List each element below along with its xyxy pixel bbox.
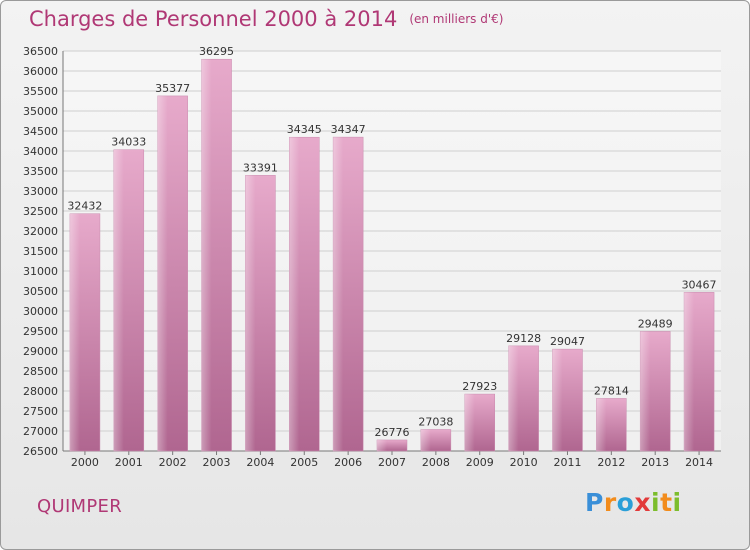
commune-name: QUIMPER [37, 496, 123, 517]
bar-highlight-2011 [552, 349, 563, 451]
data-label-2011: 29047 [550, 335, 585, 348]
y-tick-label: 31500 [23, 245, 58, 258]
data-label-2004: 33391 [243, 161, 278, 174]
data-label-2007: 26776 [375, 426, 410, 439]
data-label-2003: 36295 [199, 45, 234, 58]
y-tick-label: 29500 [23, 325, 58, 338]
y-tick-label: 32000 [23, 225, 58, 238]
x-tick-label-2006: 2006 [334, 456, 362, 469]
chart-title: Charges de Personnel 2000 à 2014 (en mill… [29, 7, 503, 31]
y-tick-label: 28000 [23, 385, 58, 398]
y-tick-label: 35000 [23, 105, 58, 118]
bar-highlight-2000 [69, 213, 80, 451]
x-tick-label-2001: 2001 [115, 456, 143, 469]
y-tick-label: 33500 [23, 165, 58, 178]
x-tick-label-2000: 2000 [71, 456, 99, 469]
bar-highlight-2004 [245, 175, 256, 452]
x-tick-label-2014: 2014 [685, 456, 713, 469]
proxiti-logo[interactable]: Proxiti [585, 488, 682, 517]
bar-highlight-2005 [289, 137, 300, 451]
x-tick-label-2007: 2007 [378, 456, 406, 469]
bar-highlight-2003 [201, 59, 212, 451]
y-tick-label: 35500 [23, 85, 58, 98]
bar-highlight-2002 [157, 95, 168, 452]
data-label-2006: 34347 [331, 123, 366, 136]
data-label-2013: 29489 [638, 317, 673, 330]
y-tick-label: 33000 [23, 185, 58, 198]
bar-highlight-2014 [684, 292, 695, 451]
chart-title-text: Charges de Personnel 2000 à 2014 [29, 7, 398, 31]
label-layer: 32432 34033 35377 36295 33391 34345 34347 26776… [67, 45, 716, 439]
x-tick-label-2009: 2009 [466, 456, 494, 469]
data-label-2010: 29128 [506, 332, 541, 345]
y-tick-label: 26500 [23, 445, 58, 458]
data-label-2001: 34033 [111, 136, 146, 149]
y-tick-label: 32500 [23, 205, 58, 218]
bar-highlight-2006 [333, 137, 344, 451]
axis-layer: 26500 27000 27500 28000 28500 29000 29500 30000… [23, 45, 721, 469]
chart-subtitle: (en milliers d'€) [409, 12, 504, 26]
x-tick-label-2003: 2003 [203, 456, 231, 469]
data-label-2008: 27038 [418, 415, 453, 428]
x-tick-label-2010: 2010 [510, 456, 538, 469]
x-tick-label-2004: 2004 [246, 456, 274, 469]
y-tick-label: 34000 [23, 145, 58, 158]
x-tick-label-2011: 2011 [553, 456, 581, 469]
y-tick-label: 28500 [23, 365, 58, 378]
bar-highlight-2001 [113, 149, 124, 451]
y-tick-label: 36500 [23, 45, 58, 58]
data-label-2014: 30467 [682, 278, 717, 291]
y-tick-label: 29000 [23, 345, 58, 358]
bar-highlight-2008 [420, 429, 431, 451]
x-tick-label-2005: 2005 [290, 456, 318, 469]
x-tick-label-2002: 2002 [159, 456, 187, 469]
y-tick-label: 34500 [23, 125, 58, 138]
bar-highlight-2010 [508, 345, 519, 451]
bar-highlight-2009 [464, 394, 475, 451]
y-tick-label: 31000 [23, 265, 58, 278]
data-label-2000: 32432 [67, 200, 102, 213]
bar-highlight-2012 [596, 398, 607, 451]
data-label-2005: 34345 [287, 123, 322, 136]
data-label-2002: 35377 [155, 82, 190, 95]
y-tick-label: 27500 [23, 405, 58, 418]
bar-layer [69, 58, 715, 452]
y-tick-label: 36000 [23, 65, 58, 78]
x-tick-label-2008: 2008 [422, 456, 450, 469]
bar-highlight-2013 [640, 331, 651, 451]
x-tick-label-2012: 2012 [597, 456, 625, 469]
bar-highlight-2007 [377, 439, 387, 451]
y-tick-label: 30500 [23, 285, 58, 298]
y-tick-label: 30000 [23, 305, 58, 318]
data-label-2012: 27814 [594, 384, 629, 397]
data-label-2009: 27923 [462, 380, 497, 393]
y-tick-label: 27000 [23, 425, 58, 438]
x-tick-label-2013: 2013 [641, 456, 669, 469]
